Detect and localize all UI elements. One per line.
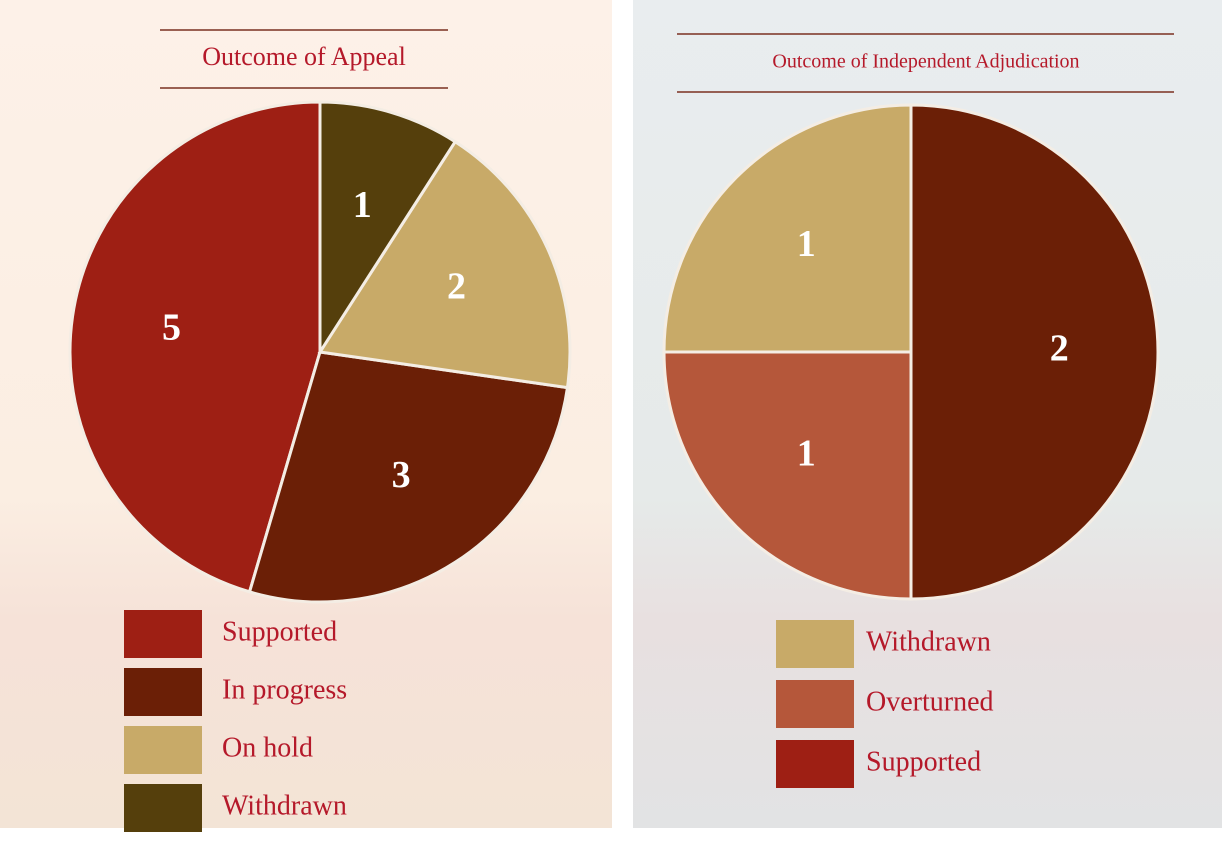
chart-title: Outcome of Independent Adjudication bbox=[772, 51, 1079, 73]
value-label: 2 bbox=[447, 265, 466, 307]
chart-title: Outcome of Appeal bbox=[202, 42, 406, 71]
pie-slice bbox=[317, 139, 572, 390]
legend-swatch bbox=[776, 620, 854, 668]
legend-label: In progress bbox=[222, 674, 347, 705]
value-label: 2 bbox=[1050, 328, 1069, 370]
value-label: 1 bbox=[797, 223, 816, 265]
legend-label: Withdrawn bbox=[222, 790, 347, 821]
pie-slice bbox=[318, 100, 458, 358]
legend-label: Withdrawn bbox=[866, 626, 991, 657]
legend-label: Overturned bbox=[866, 686, 994, 717]
pie-slice bbox=[247, 350, 570, 604]
legend-swatch bbox=[124, 784, 202, 832]
pie-slice bbox=[662, 103, 913, 354]
value-label: 3 bbox=[392, 454, 411, 496]
value-label: 1 bbox=[353, 184, 372, 226]
value-label: 1 bbox=[797, 433, 816, 475]
pie-slice bbox=[662, 350, 913, 601]
legend-swatch bbox=[124, 610, 202, 658]
legend-label: On hold bbox=[222, 732, 313, 763]
legend-swatch bbox=[124, 726, 202, 774]
legend-swatch bbox=[776, 740, 854, 788]
legend-swatch bbox=[124, 668, 202, 716]
legend-label: Supported bbox=[866, 746, 981, 777]
legend-swatch bbox=[776, 680, 854, 728]
pie-slice bbox=[909, 103, 1160, 601]
pie-slice bbox=[68, 100, 322, 594]
legend-label: Supported bbox=[222, 616, 337, 647]
value-label: 5 bbox=[162, 306, 181, 348]
